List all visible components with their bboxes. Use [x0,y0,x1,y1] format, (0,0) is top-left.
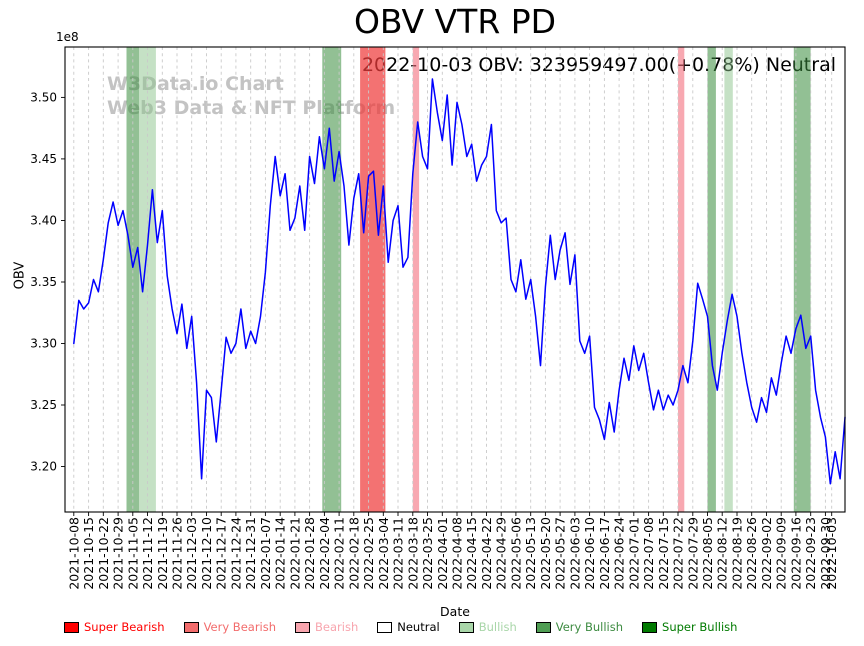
x-tick-label: 2022-09-30 [818,517,833,590]
x-tick-label: 2021-12-10 [199,517,214,590]
vtr-band-bullish [724,47,733,512]
x-tick-label: 2022-09-16 [788,517,803,590]
chart-title: OBV VTR PD [353,2,557,41]
obv-line-series [73,78,846,485]
y-tick-label: 3.30 [30,337,57,351]
x-tick-label: 2022-05-06 [508,517,523,590]
legend-item-super-bearish: Super Bearish [64,620,165,634]
legend: Super Bearish Very Bearish Bearish Neutral B… [64,620,844,634]
vtr-band-very-bullish [126,47,140,512]
x-tick-label: 2022-02-11 [332,517,347,590]
legend-label: Super Bearish [84,620,165,634]
x-tick-label: 2022-02-25 [361,517,376,590]
x-tick-label: 2021-11-12 [140,517,155,590]
x-tick-label: 2022-04-29 [494,517,509,590]
x-tick-label: 2022-03-25 [420,517,435,590]
legend-swatch [535,621,551,633]
x-tick-label: 2022-08-26 [744,517,759,590]
vtr-band-bullish [139,47,156,512]
x-tick-label: 2022-01-21 [287,517,302,590]
x-tick-label: 2022-09-09 [774,517,789,590]
vtr-band-very-bullish [793,47,811,512]
x-tick-label: 2022-01-07 [258,517,273,590]
x-tick-label: 2022-06-03 [567,517,582,590]
x-tick-label: 2021-12-17 [214,517,229,590]
legend-label: Very Bullish [555,620,624,634]
legend-item-bullish: Bullish [458,620,517,634]
x-tick-label: 2021-12-24 [228,517,243,590]
legend-item-very-bullish: Very Bullish [535,620,624,634]
legend-item-bearish: Bearish [295,620,358,634]
latest-value-annotation: 2022-10-03 OBV: 323959497.00(+0.78%) Neu… [361,54,836,76]
plot-border [64,46,846,513]
x-tick-label: 2021-11-05 [125,517,140,590]
vtr-band-very-bearish [360,47,386,512]
vtr-band-bearish [412,47,420,512]
y-tick-label: 3.25 [30,398,57,412]
x-tick-label: 2021-10-15 [81,517,96,590]
legend-swatch [377,621,393,633]
x-tick-label: 2021-12-03 [184,517,199,590]
y-tick-label: 3.40 [30,214,57,228]
x-tick-label: 2022-02-04 [317,517,332,590]
y-tick-label: 3.45 [30,152,57,166]
x-tick-label: 2022-06-17 [597,517,612,590]
x-tick-label: 2022-09-02 [759,517,774,590]
x-tick-label: 2022-04-01 [435,517,450,590]
vtr-band-very-bullish [322,47,342,512]
x-tick-label: 2022-07-15 [656,517,671,590]
legend-label: Bullish [478,620,517,634]
legend-label: Bearish [315,620,359,634]
x-tick-label: 2021-10-08 [66,517,81,590]
y-tick-label: 3.50 [30,90,57,104]
x-tick-label: 2022-04-15 [464,517,479,590]
vtr-band-bearish [678,47,685,512]
x-tick-label: 2022-08-19 [730,517,745,590]
y-axis-offset-label: 1e8 [56,30,79,44]
y-tick-label: 3.20 [30,460,57,474]
x-tick-label: 2021-11-19 [155,517,170,590]
x-tick-label: 2022-05-27 [553,517,568,590]
legend-label: Very Bearish [203,620,277,634]
vtr-band-very-bullish [707,47,716,512]
x-tick-label: 2022-04-08 [450,517,465,590]
x-axis-label: Date [440,604,470,619]
x-tick-label: 2022-01-28 [302,517,317,590]
legend-item-super-bullish: Super Bullish [642,620,737,634]
x-tick-label: 2022-06-24 [612,517,627,590]
y-tick-label: 3.35 [30,275,57,289]
legend-item-very-bearish: Very Bearish [183,620,277,634]
legend-item-neutral: Neutral [377,620,440,634]
x-tick-label: 2022-07-29 [685,517,700,590]
x-tick-label: 2022-03-18 [405,517,420,590]
x-tick-label: 2022-06-10 [582,517,597,590]
legend-swatch [458,621,474,633]
x-tick-label: 2022-03-04 [376,517,391,590]
x-tick-label: 2022-08-05 [700,517,715,590]
x-tick-label: 2021-10-22 [96,517,111,590]
x-tick-label: 2021-11-26 [170,517,185,590]
x-tick-label: 2022-07-22 [671,517,686,590]
x-tick-label: 2021-10-29 [111,517,126,590]
x-tick-label: 2022-09-23 [803,517,818,590]
x-tick-label: 2022-04-22 [479,517,494,590]
x-tick-label: 2022-05-20 [538,517,553,590]
legend-swatch [64,621,79,633]
legend-label: Neutral [397,620,440,634]
x-tick-label: 2022-03-11 [391,517,406,590]
x-tick-label: 2022-02-18 [346,517,361,590]
x-tick-label: 2022-01-14 [273,517,288,590]
legend-swatch [642,621,658,633]
legend-label: Super Bullish [662,620,738,634]
x-tick-label: 2022-07-01 [626,517,641,590]
x-tick-label: 2022-10-03 [824,517,839,590]
legend-swatch [295,621,311,633]
x-tick-label: 2022-07-08 [641,517,656,590]
x-tick-label: 2021-12-31 [243,517,258,590]
x-tick-label: 2022-08-12 [715,517,730,590]
legend-swatch [183,621,199,633]
x-tick-label: 2022-05-13 [523,517,538,590]
